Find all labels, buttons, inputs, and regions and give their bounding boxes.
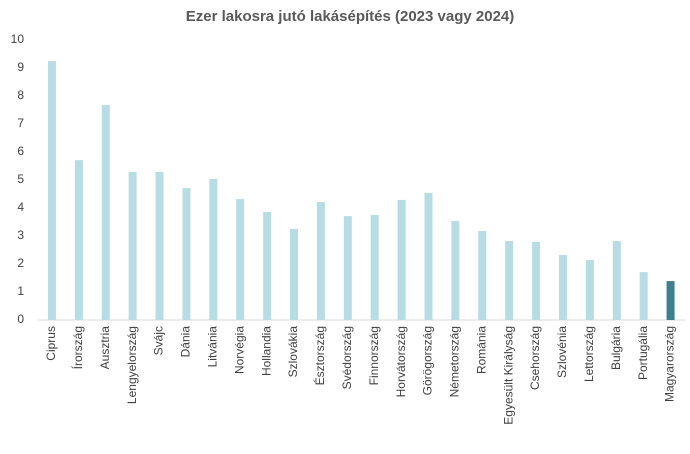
y-tick-label: 4: [17, 200, 24, 214]
x-tick-label: Lengyelország: [125, 326, 139, 404]
bar: [397, 199, 406, 320]
y-tick-label: 3: [17, 228, 24, 242]
x-tick-label: Horvátország: [394, 326, 408, 397]
bar: [424, 192, 433, 320]
bar: [558, 255, 567, 320]
bar: [639, 272, 648, 320]
x-tick-label: Ciprus: [44, 326, 58, 361]
x-tick-label: Lettország: [582, 326, 596, 382]
x-tick-label: Portugália: [636, 326, 650, 380]
x-tick-label: Románia: [474, 326, 488, 374]
y-tick-label: 10: [11, 32, 25, 46]
x-tick-label: Észtország: [312, 326, 327, 385]
bar: [47, 61, 56, 320]
bar: [451, 220, 460, 320]
x-tick-label: Hollandia: [259, 326, 273, 376]
x-tick-label: Litvánia: [205, 326, 219, 368]
bar: [290, 229, 299, 320]
x-tick-label: Írország: [70, 326, 85, 369]
bar: [182, 188, 191, 320]
x-tick-label: Ausztria: [98, 326, 112, 370]
bar: [74, 160, 83, 320]
x-tick-label: Bulgária: [609, 326, 623, 370]
y-tick-label: 1: [17, 284, 24, 298]
bar: [478, 230, 487, 320]
bar: [343, 216, 352, 320]
bar: [370, 215, 379, 320]
y-tick-label: 6: [17, 144, 24, 158]
y-tick-label: 9: [17, 60, 24, 74]
x-tick-label: Svájc: [152, 326, 166, 355]
x-tick-label: Finnország: [367, 326, 381, 385]
bar: [209, 178, 218, 320]
x-tick-label: Görögország: [421, 326, 435, 395]
y-tick-label: 7: [17, 116, 24, 130]
x-tick-label: Magyarország: [663, 326, 677, 402]
x-tick-label: Dánia: [179, 326, 193, 358]
bar: [316, 202, 325, 320]
y-tick-label: 8: [17, 88, 24, 102]
chart-title: Ezer lakosra jutó lakásépítés (2023 vagy…: [186, 8, 515, 25]
x-tick-label: Szlovákia: [286, 326, 300, 378]
bar: [666, 281, 675, 320]
x-tick-label: Csehország: [528, 326, 542, 390]
bar: [101, 104, 110, 321]
y-tick-label: 2: [17, 256, 24, 270]
bar: [612, 241, 621, 320]
bar: [128, 171, 137, 320]
bar: [263, 211, 272, 320]
bar: [505, 241, 514, 320]
x-tick-label: Norvégia: [232, 326, 246, 374]
y-tick-label: 5: [17, 172, 24, 186]
x-tick-label: Szlovénia: [555, 326, 569, 378]
bar: [236, 199, 245, 320]
bar: [585, 260, 594, 320]
bar: [155, 171, 164, 320]
x-tick-label: Svédország: [340, 326, 354, 389]
bar: [532, 241, 541, 320]
y-tick-label: 0: [17, 312, 24, 326]
x-tick-label: Németország: [448, 326, 462, 397]
x-tick-label: Egyesült Királyság: [501, 326, 515, 425]
